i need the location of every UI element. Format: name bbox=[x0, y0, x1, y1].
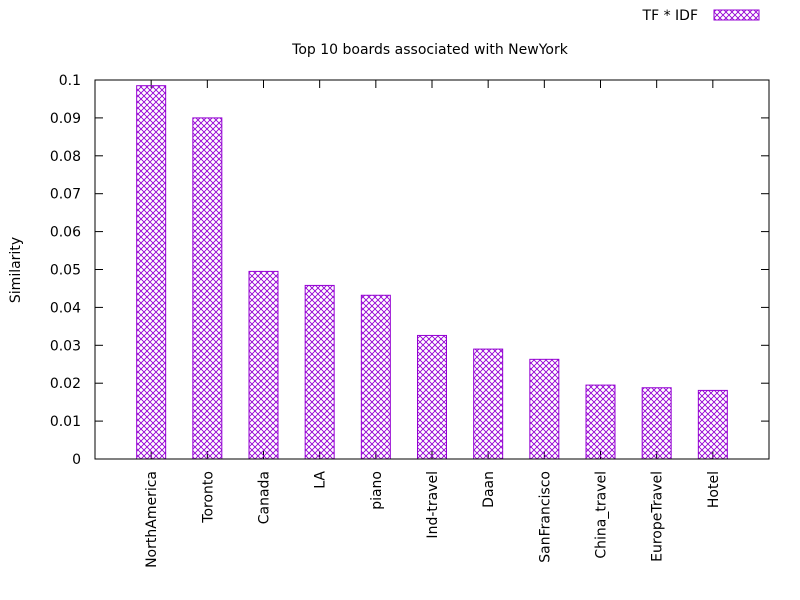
y-tick-label: 0.09 bbox=[50, 111, 81, 127]
bar-sanfrancisco bbox=[529, 358, 560, 460]
x-tick-label: SanFrancisco bbox=[537, 471, 553, 563]
x-tick-label: Hotel bbox=[706, 471, 722, 508]
bar-toronto bbox=[192, 117, 223, 460]
y-tick-label: 0 bbox=[72, 452, 81, 468]
legend-label: TF * IDF bbox=[642, 8, 698, 24]
y-tick-label: 0.03 bbox=[50, 338, 81, 354]
y-tick-label: 0.01 bbox=[50, 414, 81, 430]
legend-swatch bbox=[713, 9, 760, 21]
y-tick-label: 0.04 bbox=[50, 300, 81, 316]
x-tick-label: Canada bbox=[257, 471, 273, 524]
y-tick-label: 0.07 bbox=[50, 187, 81, 203]
bar-piano bbox=[360, 294, 391, 460]
x-tick-labels: NorthAmerica Toronto Canada LA piano Ind-trav… bbox=[144, 471, 722, 568]
bar-hotel bbox=[697, 389, 728, 460]
chart-title: Top 10 boards associated with NewYork bbox=[291, 42, 569, 58]
x-tick-label: China_travel bbox=[594, 471, 610, 559]
y-tick-labels: 0 0.01 0.02 0.03 0.04 0.05 0.06 0.07 0.08 0.09 0.1 bbox=[50, 73, 81, 468]
x-tick-label: piano bbox=[369, 471, 385, 510]
bar-canada bbox=[248, 270, 279, 460]
y-tick-label: 0.05 bbox=[50, 263, 81, 279]
bars bbox=[136, 85, 728, 460]
y-tick-label: 0.02 bbox=[50, 376, 81, 392]
bar-europetravel bbox=[641, 387, 672, 460]
bar-la bbox=[304, 284, 335, 460]
plot-frame bbox=[94, 79, 770, 460]
y-axis-label: Similarity bbox=[8, 237, 24, 303]
y-tick-label: 0.1 bbox=[59, 73, 81, 89]
y-tick-label: 0.08 bbox=[50, 149, 81, 165]
bar-daan bbox=[473, 348, 504, 460]
x-tick-label: Daan bbox=[481, 471, 497, 508]
x-tick-label: NorthAmerica bbox=[144, 471, 160, 568]
bar-northamerica bbox=[136, 85, 167, 460]
x-tick-label: Ind-travel bbox=[425, 471, 441, 539]
x-tick-label: LA bbox=[313, 471, 329, 489]
legend: TF * IDF bbox=[642, 8, 760, 24]
x-tick-label: EuropeTravel bbox=[650, 471, 666, 562]
y-tick-label: 0.06 bbox=[50, 225, 81, 241]
x-tick-label: Toronto bbox=[200, 471, 216, 524]
bar-china-travel bbox=[585, 384, 616, 460]
bar-ind-travel bbox=[417, 334, 447, 460]
